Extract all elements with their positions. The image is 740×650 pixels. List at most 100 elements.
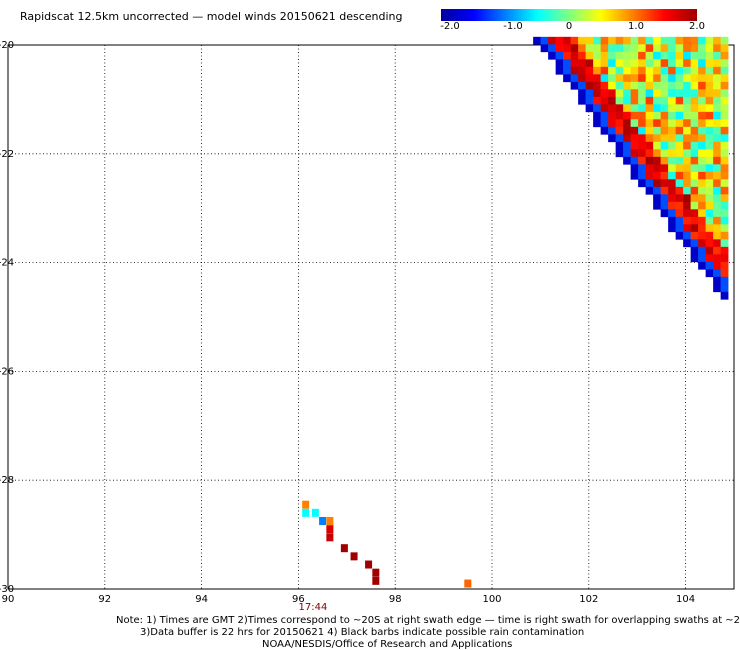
wind-pixel: [705, 59, 714, 68]
wind-pixel: [615, 81, 624, 90]
wind-pixel: [698, 59, 706, 68]
wind-pixel: [668, 141, 676, 150]
wind-pixel: [668, 171, 676, 180]
wind-pixel: [705, 231, 714, 240]
wind-pixel: [713, 171, 721, 180]
wind-pixel: [690, 51, 699, 60]
wind-pixel: [690, 209, 699, 218]
wind-pixel: [608, 134, 616, 143]
wind-pixel: [615, 89, 624, 98]
wind-pixel: [683, 209, 691, 218]
wind-pixel: [705, 119, 714, 128]
wind-pixel: [623, 141, 631, 150]
wind-pixel: [653, 74, 661, 83]
wind-pixel: [570, 66, 579, 75]
wind-pixel: [720, 51, 729, 60]
wind-pixel: [705, 156, 714, 165]
lon-tick-label: 96: [292, 594, 305, 605]
wind-pixel: [615, 96, 624, 105]
wind-pixel: [675, 66, 684, 75]
wind-pixel: [720, 104, 729, 113]
wind-pixel: [623, 44, 631, 53]
wind-pixel: [720, 254, 729, 263]
wind-pixel: [683, 216, 691, 225]
wind-pixel: [630, 59, 639, 68]
wind-pixel: [608, 74, 616, 83]
wind-pixel: [698, 126, 706, 135]
lon-tick-label: 100: [482, 594, 501, 605]
wind-pixel: [668, 126, 676, 135]
wind-pixel: [683, 156, 691, 165]
wind-pixel: [690, 216, 699, 225]
wind-pixel: [720, 89, 729, 98]
wind-pixel: [690, 239, 699, 248]
wind-pixel: [302, 508, 310, 517]
wind-pixel: [683, 171, 691, 180]
wind-pixel: [690, 246, 699, 255]
wind-pixel: [623, 156, 631, 165]
wind-pixel: [705, 66, 714, 75]
wind-pixel: [540, 44, 549, 53]
wind-pixel: [630, 171, 639, 180]
wind-pixel: [302, 500, 310, 509]
wind-pixel: [540, 36, 549, 45]
wind-pixel: [713, 179, 721, 188]
wind-pixel: [585, 44, 594, 53]
wind-pixel: [623, 74, 631, 83]
map-frame: [7, 44, 735, 590]
wind-pixel: [593, 44, 601, 53]
wind-pixel: [608, 44, 616, 53]
wind-pixel: [705, 201, 714, 210]
wind-pixel: [600, 74, 609, 83]
wind-pixel: [705, 104, 714, 113]
colorbar-label: 1.0: [628, 21, 644, 32]
wind-pixel: [720, 246, 729, 255]
wind-pixel: [660, 171, 669, 180]
wind-pixel: [668, 89, 676, 98]
wind-pixel: [585, 59, 594, 68]
wind-pixel: [548, 44, 556, 53]
wind-pixel: [690, 149, 699, 158]
wind-pixel: [683, 164, 691, 173]
wind-pixel: [372, 568, 380, 577]
wind-pixel: [615, 126, 624, 135]
wind-pixel: [705, 111, 714, 120]
wind-pixel: [705, 134, 714, 143]
wind-pixel: [653, 164, 661, 173]
wind-pixel: [698, 231, 706, 240]
wind-pixel: [638, 149, 646, 158]
wind-pixel: [311, 508, 319, 517]
wind-pixel: [713, 164, 721, 173]
wind-pixel: [630, 36, 639, 45]
lon-tick-label: 94: [195, 594, 208, 605]
wind-pixel: [608, 89, 616, 98]
lat-tick-label: -22: [0, 149, 14, 160]
wind-pixel: [713, 156, 721, 165]
wind-pixel: [713, 51, 721, 60]
wind-pixel: [668, 104, 676, 113]
wind-pixel: [653, 134, 661, 143]
wind-pixel: [705, 171, 714, 180]
wind-pixel: [653, 44, 661, 53]
wind-pixel: [683, 74, 691, 83]
wind-pixel: [630, 96, 639, 105]
wind-pixel: [645, 44, 654, 53]
wind-pixel: [683, 44, 691, 53]
wind-pixel: [720, 224, 729, 233]
wind-pixel: [548, 36, 556, 45]
wind-pixel: [713, 186, 721, 195]
wind-pixel: [698, 96, 706, 105]
wind-pixel: [645, 96, 654, 105]
wind-pixel: [660, 141, 669, 150]
wind-pixel: [668, 179, 676, 188]
wind-pixel: [683, 194, 691, 203]
wind-pixel: [713, 44, 721, 53]
wind-pixel: [683, 96, 691, 105]
wind-pixel: [683, 239, 691, 248]
wind-pixel: [563, 66, 571, 75]
wind-pixel: [683, 149, 691, 158]
wind-pixel: [555, 51, 564, 60]
wind-pixel: [660, 134, 669, 143]
wind-pixel: [668, 186, 676, 195]
lat-tick-label: -30: [0, 584, 14, 595]
